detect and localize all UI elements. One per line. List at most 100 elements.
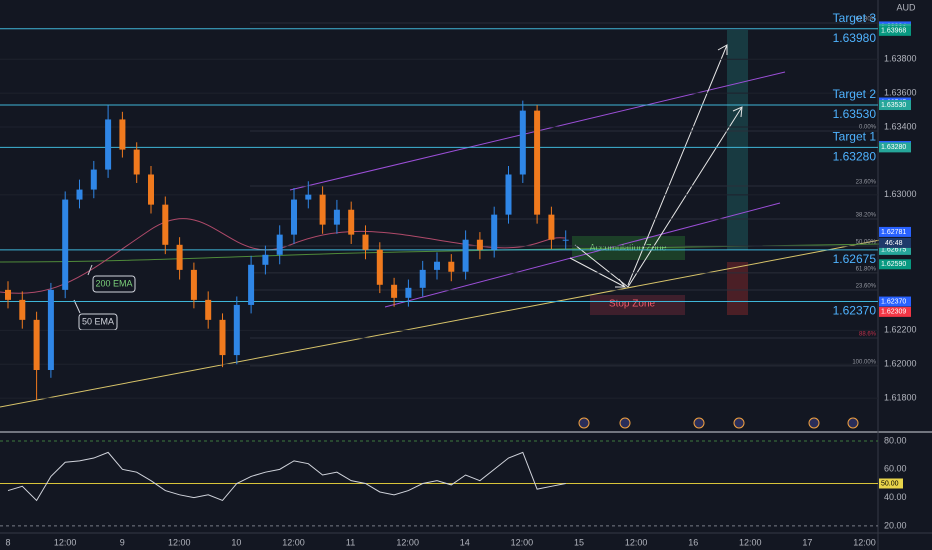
- y-tick-label: 1.62200: [884, 325, 917, 335]
- price-tag-label: 1.62309: [881, 309, 906, 316]
- y-tick-label: 1.62000: [884, 359, 917, 369]
- price-tag: [879, 296, 911, 307]
- x-tick-label: 12:00: [511, 537, 534, 547]
- candle-body: [534, 110, 541, 215]
- candle-body: [519, 110, 526, 175]
- stop-zone: [590, 295, 685, 315]
- candle-body: [190, 269, 197, 300]
- fib-label: 61.80%: [856, 17, 877, 23]
- rsi-tag: [879, 478, 903, 489]
- x-tick-label: 12:00: [739, 537, 762, 547]
- fib-label: 0.00%: [859, 125, 877, 131]
- candle-body: [148, 174, 154, 205]
- candle-body: [548, 214, 555, 240]
- fib-label: 61.80%: [856, 267, 877, 273]
- y-tick-label: 1.63000: [884, 189, 917, 199]
- ema-50-label: 50 EMA: [82, 316, 114, 326]
- level-label: 1.63530: [833, 107, 877, 121]
- candle-body: [376, 249, 383, 285]
- ema-200-line: [0, 243, 881, 263]
- rsi-line: [7, 451, 566, 502]
- countdown-bg: [879, 237, 911, 248]
- candle-body: [362, 234, 369, 250]
- level-label: 1.62370: [833, 304, 877, 318]
- price-tag-label: 1.63280: [881, 144, 906, 151]
- price-tag: [879, 25, 911, 36]
- accumulation-label: Accumulation Zone: [589, 242, 666, 252]
- candle-body: [105, 119, 112, 170]
- candle-body: [405, 287, 412, 298]
- price-tag-label: 1.62370: [881, 298, 906, 305]
- candle-body: [348, 209, 355, 235]
- pointer: [73, 299, 81, 314]
- y-tick-label: 1.63800: [884, 54, 917, 64]
- stop-label: Stop Zone: [609, 299, 656, 310]
- fib-label: 23.60%: [856, 284, 877, 290]
- level-label: 1.63280: [833, 150, 877, 164]
- candle-body: [491, 214, 498, 250]
- ema-200-box: [92, 275, 136, 293]
- price-tag: [879, 100, 911, 111]
- price-tag-label: 1.62675: [881, 247, 906, 254]
- candle-body: [448, 261, 455, 272]
- candle-body: [119, 119, 126, 150]
- risk-zone: [727, 262, 748, 315]
- level-name: Target 3: [833, 11, 877, 25]
- fib-label: 100.00%: [852, 360, 876, 366]
- candle-body: [391, 284, 398, 298]
- candle-body: [205, 299, 212, 320]
- price-tag: [879, 226, 911, 237]
- x-tick-label: 16: [688, 537, 698, 547]
- candle-body: [176, 244, 183, 270]
- x-tick-label: 17: [802, 537, 812, 547]
- candle-body: [319, 194, 326, 225]
- ema-200-label: 200 EMA: [95, 278, 132, 288]
- y-tick-label: 1.61800: [884, 392, 917, 402]
- candle-body: [505, 174, 512, 215]
- candle-body: [262, 254, 269, 265]
- currency: AUD: [896, 2, 916, 12]
- x-tick-label: 12:00: [282, 537, 305, 547]
- candle-body: [434, 261, 440, 270]
- x-tick-label: 10: [231, 537, 241, 547]
- fib-label: 88.6%: [859, 332, 877, 338]
- candle-body: [90, 169, 97, 190]
- x-tick-label: 12:00: [625, 537, 648, 547]
- x-tick-label: 9: [120, 537, 125, 547]
- candle-body: [47, 289, 54, 370]
- candle-body: [219, 319, 226, 356]
- price-tag-label: 1.63530: [881, 102, 906, 109]
- candle-body: [248, 264, 255, 305]
- price-tag: [879, 244, 911, 255]
- x-tick-label: 12:00: [168, 537, 191, 547]
- rsi-tick-label: 20.00: [884, 520, 907, 530]
- candle-body: [33, 319, 40, 370]
- trend-line: [0, 239, 881, 408]
- price-tag-label: 1.62781: [881, 229, 906, 236]
- x-tick-label: 15: [574, 537, 584, 547]
- price-tag-label: 1.62590: [881, 261, 906, 268]
- candle-body: [462, 239, 469, 272]
- candle-body: [419, 269, 426, 288]
- pointer: [87, 264, 93, 276]
- candle-body: [19, 299, 26, 320]
- candle-body: [276, 234, 283, 255]
- x-tick-label: 12:00: [54, 537, 77, 547]
- candle-body: [476, 239, 483, 250]
- x-tick-label: 8: [5, 537, 10, 547]
- x-tick-label: 14: [460, 537, 470, 547]
- level-name: Target 1: [833, 130, 877, 144]
- x-tick-label: 12:00: [396, 537, 419, 547]
- fib-label: 38.20%: [856, 213, 877, 219]
- price-tag: [879, 259, 911, 270]
- x-tick-label: 11: [346, 537, 355, 547]
- candle-body: [233, 304, 240, 356]
- candle-body: [133, 149, 140, 175]
- level-name: Target 2: [833, 87, 877, 101]
- price-tag-label: 1.63968: [881, 28, 906, 35]
- fib-label: 23.60%: [856, 180, 877, 186]
- level-label: 1.62675: [833, 252, 877, 266]
- price-tag: [879, 142, 911, 153]
- countdown: 46:48: [885, 240, 903, 247]
